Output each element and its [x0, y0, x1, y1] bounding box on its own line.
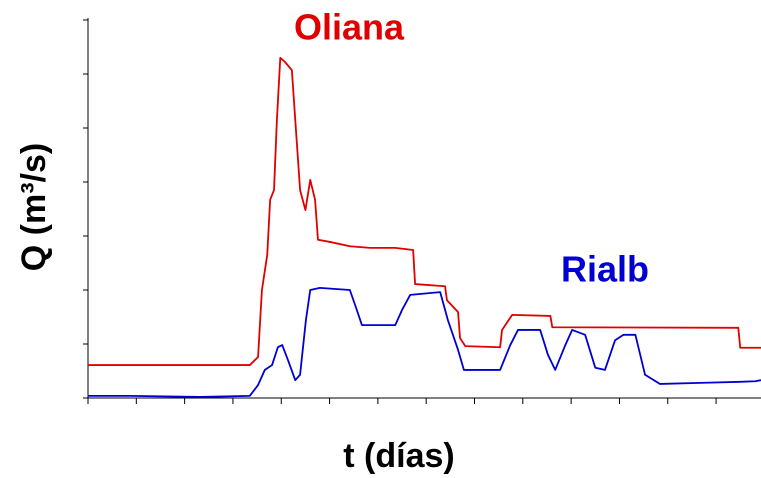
- line-series: [88, 56, 761, 366]
- x-axis-label: t (días): [343, 437, 454, 475]
- line-series: [88, 286, 761, 398]
- annotation: Rialb: [561, 249, 649, 290]
- y-axis-label: Q (m³/s): [15, 143, 53, 271]
- annotation: Oliana: [294, 7, 405, 48]
